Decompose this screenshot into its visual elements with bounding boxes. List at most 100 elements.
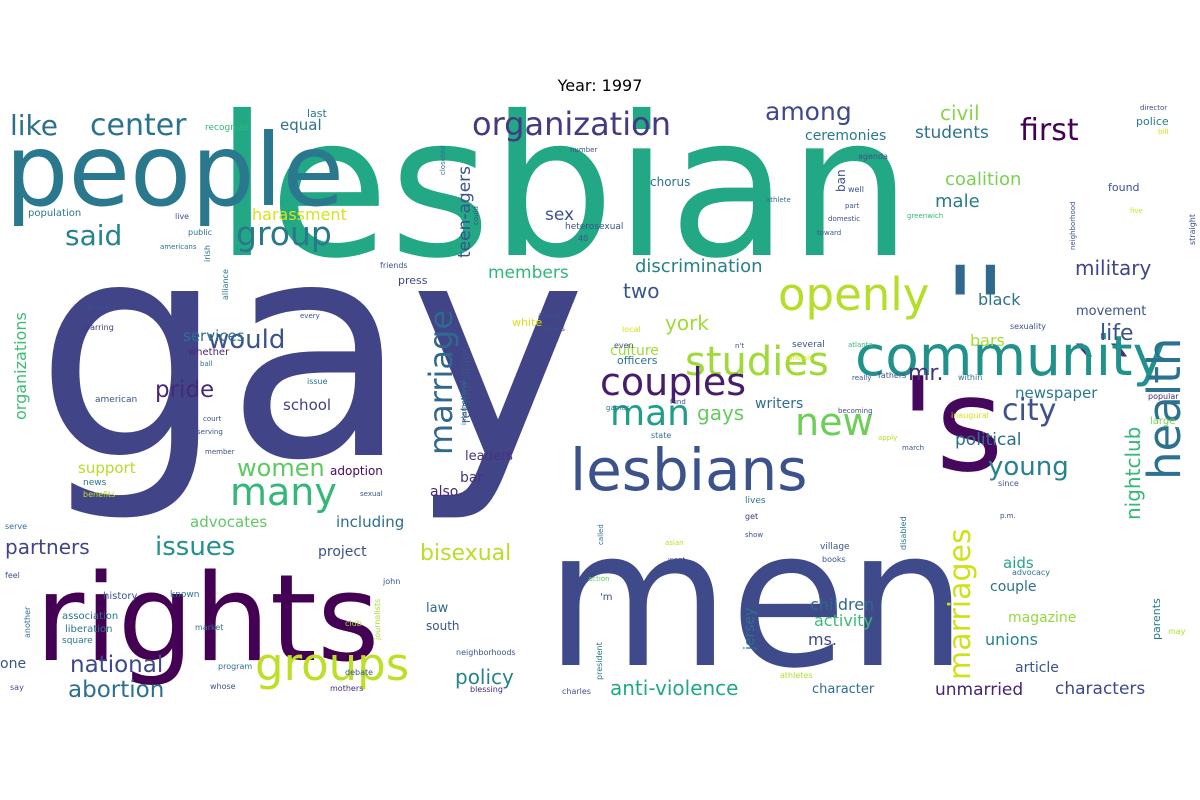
word-ball: ball — [200, 360, 213, 368]
word-several: several — [792, 340, 825, 350]
word-culture: culture — [610, 343, 659, 359]
word-director: director — [1140, 104, 1167, 112]
word-even: even — [614, 341, 634, 350]
word-bill: bill — [1158, 128, 1168, 136]
word-serving: serving — [197, 428, 223, 436]
word-unions: unions — [985, 630, 1038, 649]
word-abortion: abortion — [68, 677, 164, 703]
word-relationships: relationships — [459, 346, 473, 423]
word-president: president — [595, 642, 604, 680]
word-since: since — [998, 479, 1019, 488]
word-would: would — [208, 325, 285, 355]
word-every: every — [300, 312, 320, 320]
word-community: community — [855, 324, 1165, 388]
word-mothers: mothers — [330, 684, 363, 693]
word-domestic: domestic — [828, 215, 860, 223]
word-partners: partners — [5, 535, 90, 559]
word-sexuality: sexuality — [1010, 322, 1046, 331]
word-policy: policy — [455, 665, 514, 689]
word-well: well — [848, 185, 864, 194]
word-groups: groups — [255, 638, 409, 691]
word-years: years — [543, 324, 565, 333]
word-organizations: organizations — [11, 312, 30, 420]
word-bar: bar — [460, 470, 483, 486]
word-atlanta: atlanta — [848, 341, 873, 349]
word-children: children — [810, 595, 874, 614]
word-inaugural: inaugural — [951, 411, 989, 420]
word-action: action — [588, 575, 610, 583]
word-news: news — [83, 478, 107, 488]
word-member: member — [205, 448, 235, 456]
word-civil: civil — [940, 101, 980, 125]
word-agenda: agenda — [858, 152, 888, 161]
word-parents: parents — [1150, 598, 1163, 640]
word-asian: asian — [665, 539, 684, 547]
word-large: large — [1150, 416, 1175, 427]
word-five: five — [1130, 207, 1143, 215]
word-marriages: marriages — [943, 528, 978, 680]
word-recognize: recognize — [205, 123, 249, 133]
word-characters: characters — [1055, 679, 1145, 699]
word-gays: gays — [697, 401, 744, 425]
word-coalition: coalition — [945, 169, 1021, 190]
word-jersey: jersey — [742, 608, 758, 651]
word-man: man — [610, 393, 690, 434]
word-national: national — [70, 652, 163, 678]
word-called: called — [597, 524, 605, 545]
word-chorus: chorus — [650, 175, 690, 189]
word-international: international — [460, 380, 468, 425]
word-new: new — [795, 400, 874, 444]
word-friends: friends — [380, 261, 408, 270]
word-students: students — [915, 123, 989, 143]
word-heterosexual: heterosexual — [565, 222, 623, 232]
word-also: also — [430, 484, 458, 500]
word-state: state — [651, 431, 671, 440]
word-lesbian: lesbian — [215, 74, 912, 301]
word-leaders: leaders — [465, 449, 513, 464]
word-lives: lives — [745, 496, 766, 506]
word-march: march — [902, 444, 924, 452]
word-within: within — [958, 373, 982, 382]
word-40: 40 — [578, 234, 588, 243]
word-nightclub: nightclub — [1121, 427, 1145, 520]
word-city: city — [1002, 393, 1056, 428]
word-advocates: advocates — [190, 513, 267, 531]
word-ms: ms. — [808, 630, 837, 649]
word-john: john — [382, 577, 400, 586]
word-officers: officers — [617, 354, 658, 367]
word-project: project — [318, 544, 367, 560]
word-alliance: alliance — [221, 269, 230, 300]
word-last: last — [307, 107, 328, 120]
word-teen-agers: teen-agers — [455, 166, 475, 258]
word-along: along — [538, 311, 560, 320]
word-political: political — [955, 430, 1022, 450]
word-marriage: marriage — [422, 310, 460, 455]
word-n-t: n't — [735, 342, 744, 350]
word-village: village — [820, 542, 850, 552]
word-found: found — [1108, 181, 1140, 194]
word-show: show — [745, 531, 763, 539]
word-openly: openly — [778, 268, 929, 321]
word-charles: charles — [562, 687, 591, 696]
word-equal: equal — [280, 116, 322, 134]
word-becoming: becoming — [838, 407, 873, 415]
word-closeted: closeted — [439, 145, 447, 175]
word-group: group — [236, 214, 332, 253]
word-market: market — [195, 623, 223, 632]
word-disabled: disabled — [899, 516, 908, 550]
word-two: two — [623, 279, 659, 303]
word-american: american — [95, 395, 137, 405]
word-law: law — [426, 601, 449, 616]
word-another: another — [23, 606, 32, 638]
word-support: support — [78, 459, 136, 477]
word-activity: activity — [814, 611, 873, 630]
word-movement: movement — [1076, 304, 1146, 319]
word-south: south — [426, 619, 460, 633]
word-live: live — [175, 212, 189, 221]
word-people: people — [5, 112, 344, 229]
word-first: first — [1020, 113, 1079, 148]
word-went: went — [668, 556, 685, 564]
word-sexual: sexual — [360, 490, 383, 498]
word-may: may — [1168, 627, 1186, 636]
